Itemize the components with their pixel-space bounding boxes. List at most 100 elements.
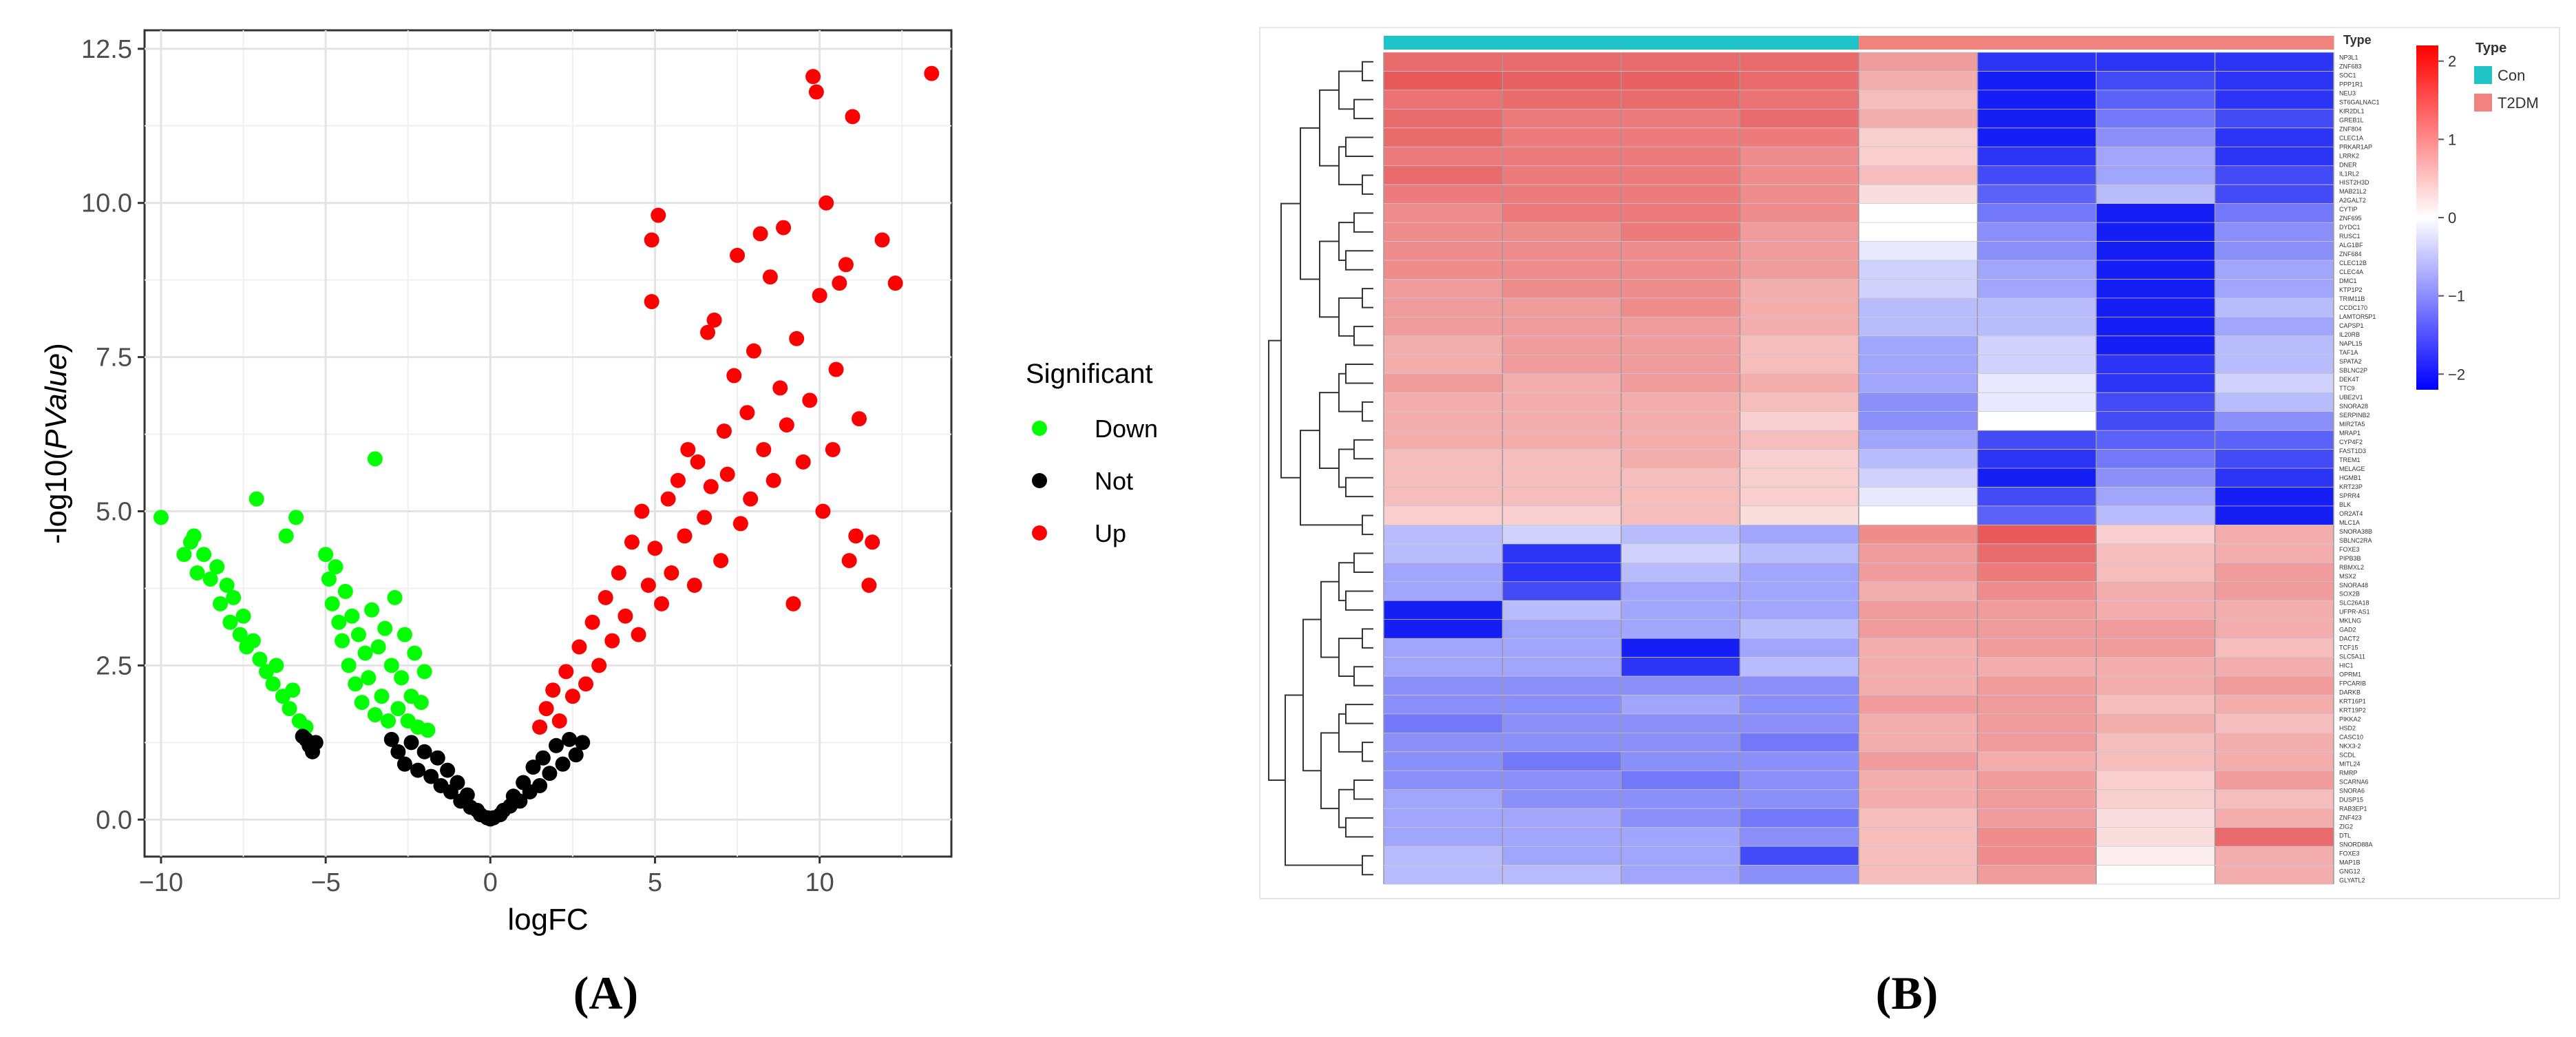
heatmap-cell (2215, 317, 2334, 337)
heatmap-cell (1502, 789, 1622, 809)
gene-label: NAPL15 (2339, 340, 2363, 347)
heatmap-cell (2096, 279, 2215, 299)
heatmap-cell (1740, 619, 1859, 639)
heatmap-cell (1384, 71, 1503, 91)
heatmap-cell (1859, 430, 1978, 450)
heatmap-cell (1740, 771, 1859, 790)
volcano-point-down (377, 620, 393, 636)
heatmap-cell (2096, 392, 2215, 412)
heatmap-cell (1740, 449, 1859, 469)
volcano-point-up (564, 689, 580, 704)
annotation-cell-t2dm (2096, 36, 2215, 50)
heatmap-cell (1859, 657, 1978, 677)
heatmap-cell (2096, 751, 2215, 771)
heatmap-cell (1502, 90, 1622, 109)
heatmap-cell (1859, 90, 1978, 109)
heatmap-cell (1859, 127, 1978, 147)
heatmap-cell (1384, 147, 1503, 167)
heatmap-cell (2215, 676, 2334, 695)
dendrogram-branch (1268, 339, 1285, 781)
heatmap-cell (2215, 185, 2334, 205)
heatmap-cell (1384, 165, 1503, 185)
heatmap-cell (1384, 713, 1503, 733)
heatmap-cell (1977, 260, 2097, 280)
heatmap-cell (1384, 846, 1503, 866)
volcano-point-up (713, 553, 729, 569)
colorbar-tick-label: 0 (2448, 209, 2456, 227)
volcano-x-ticks: −10 −5 0 5 10 (139, 857, 834, 897)
heatmap-cell (1384, 355, 1503, 375)
heatmap-cell (1621, 600, 1740, 620)
heatmap-cell (1740, 789, 1859, 809)
heatmap-cell (1384, 638, 1503, 658)
volcano-point-down (397, 627, 412, 642)
heatmap-cell (1384, 317, 1503, 337)
heatmap-cell (1621, 241, 1740, 261)
gene-label: DNER (2339, 161, 2357, 168)
gene-label: CYTIP (2339, 206, 2358, 213)
gene-label: ZNF683 (2339, 63, 2362, 70)
volcano-legend-label-up: Up (1095, 519, 1126, 547)
gene-label: CASC10 (2339, 734, 2363, 741)
gene-label: IL1RL2 (2339, 170, 2359, 177)
heatmap-cell (1384, 373, 1503, 393)
heatmap-cell (1859, 449, 1978, 469)
volcano-point-up (670, 472, 686, 488)
volcano-point-not (397, 756, 412, 772)
type-legend-t2dm-label: T2DM (2498, 94, 2539, 112)
heatmap-cell (1502, 827, 1622, 847)
heatmap-cell (1502, 147, 1622, 167)
gene-label: GLYATL2 (2339, 877, 2365, 883)
volcano-point-not (525, 760, 541, 775)
heatmap-cell (1740, 505, 1859, 525)
volcano-point-up (640, 577, 656, 593)
volcano-point-up (660, 491, 676, 507)
heatmap-cell (1740, 165, 1859, 185)
volcano-point-up (719, 466, 735, 482)
heatmap-cell (1384, 279, 1503, 299)
heatmap-cell (1502, 297, 1622, 317)
gene-label: PPP1R1 (2339, 81, 2363, 87)
volcano-y-tick-label: 7.5 (96, 344, 132, 373)
heatmap-cell (2096, 563, 2215, 583)
heatmap-cell (2096, 203, 2215, 223)
volcano-point-down (282, 701, 297, 717)
heatmap-cell (2215, 713, 2334, 733)
gene-label: TAF1A (2339, 349, 2358, 356)
volcano-point-up (746, 343, 761, 359)
volcano-point-down (219, 577, 235, 593)
volcano-y-tick-label: 2.5 (96, 651, 132, 680)
heatmap-cell (1859, 505, 1978, 525)
heatmap-cell (1502, 222, 1622, 242)
heatmap-cell (2096, 165, 2215, 185)
heatmap-cell (1859, 109, 1978, 129)
heatmap-cell (1740, 846, 1859, 866)
volcano-gridlines (145, 30, 951, 857)
heatmap-cell (1502, 525, 1622, 545)
heatmap-cell (1621, 846, 1740, 866)
gene-label: TTC9 (2339, 385, 2355, 392)
heatmap-cell (1977, 525, 2097, 545)
heatmap-cell (1977, 487, 2097, 507)
heatmap-cell (1384, 297, 1503, 317)
heatmap-cell (1977, 846, 2097, 866)
heatmap-cell (1384, 865, 1503, 885)
heatmap-cell (2215, 279, 2334, 299)
volcano-point-up (611, 565, 626, 581)
heatmap-cell (1740, 71, 1859, 91)
heatmap-cell (1859, 52, 1978, 72)
heatmap-cell (1621, 676, 1740, 695)
gene-label: SNORA6 (2339, 788, 2365, 795)
heatmap-cell (1621, 52, 1740, 72)
heatmap-cell (1621, 733, 1740, 753)
gene-label: PIKKA2 (2339, 716, 2361, 723)
volcano-point-down (394, 670, 410, 686)
heatmap-cell (1859, 619, 1978, 639)
heatmap-cell (1859, 297, 1978, 317)
gene-label: ZNF684 (2339, 251, 2362, 258)
volcano-point-not (403, 735, 419, 751)
volcano-point-up (762, 269, 778, 285)
heatmap-cell (1621, 449, 1740, 469)
annotation-cell-con (1740, 36, 1859, 50)
volcano-point-up (686, 577, 702, 593)
